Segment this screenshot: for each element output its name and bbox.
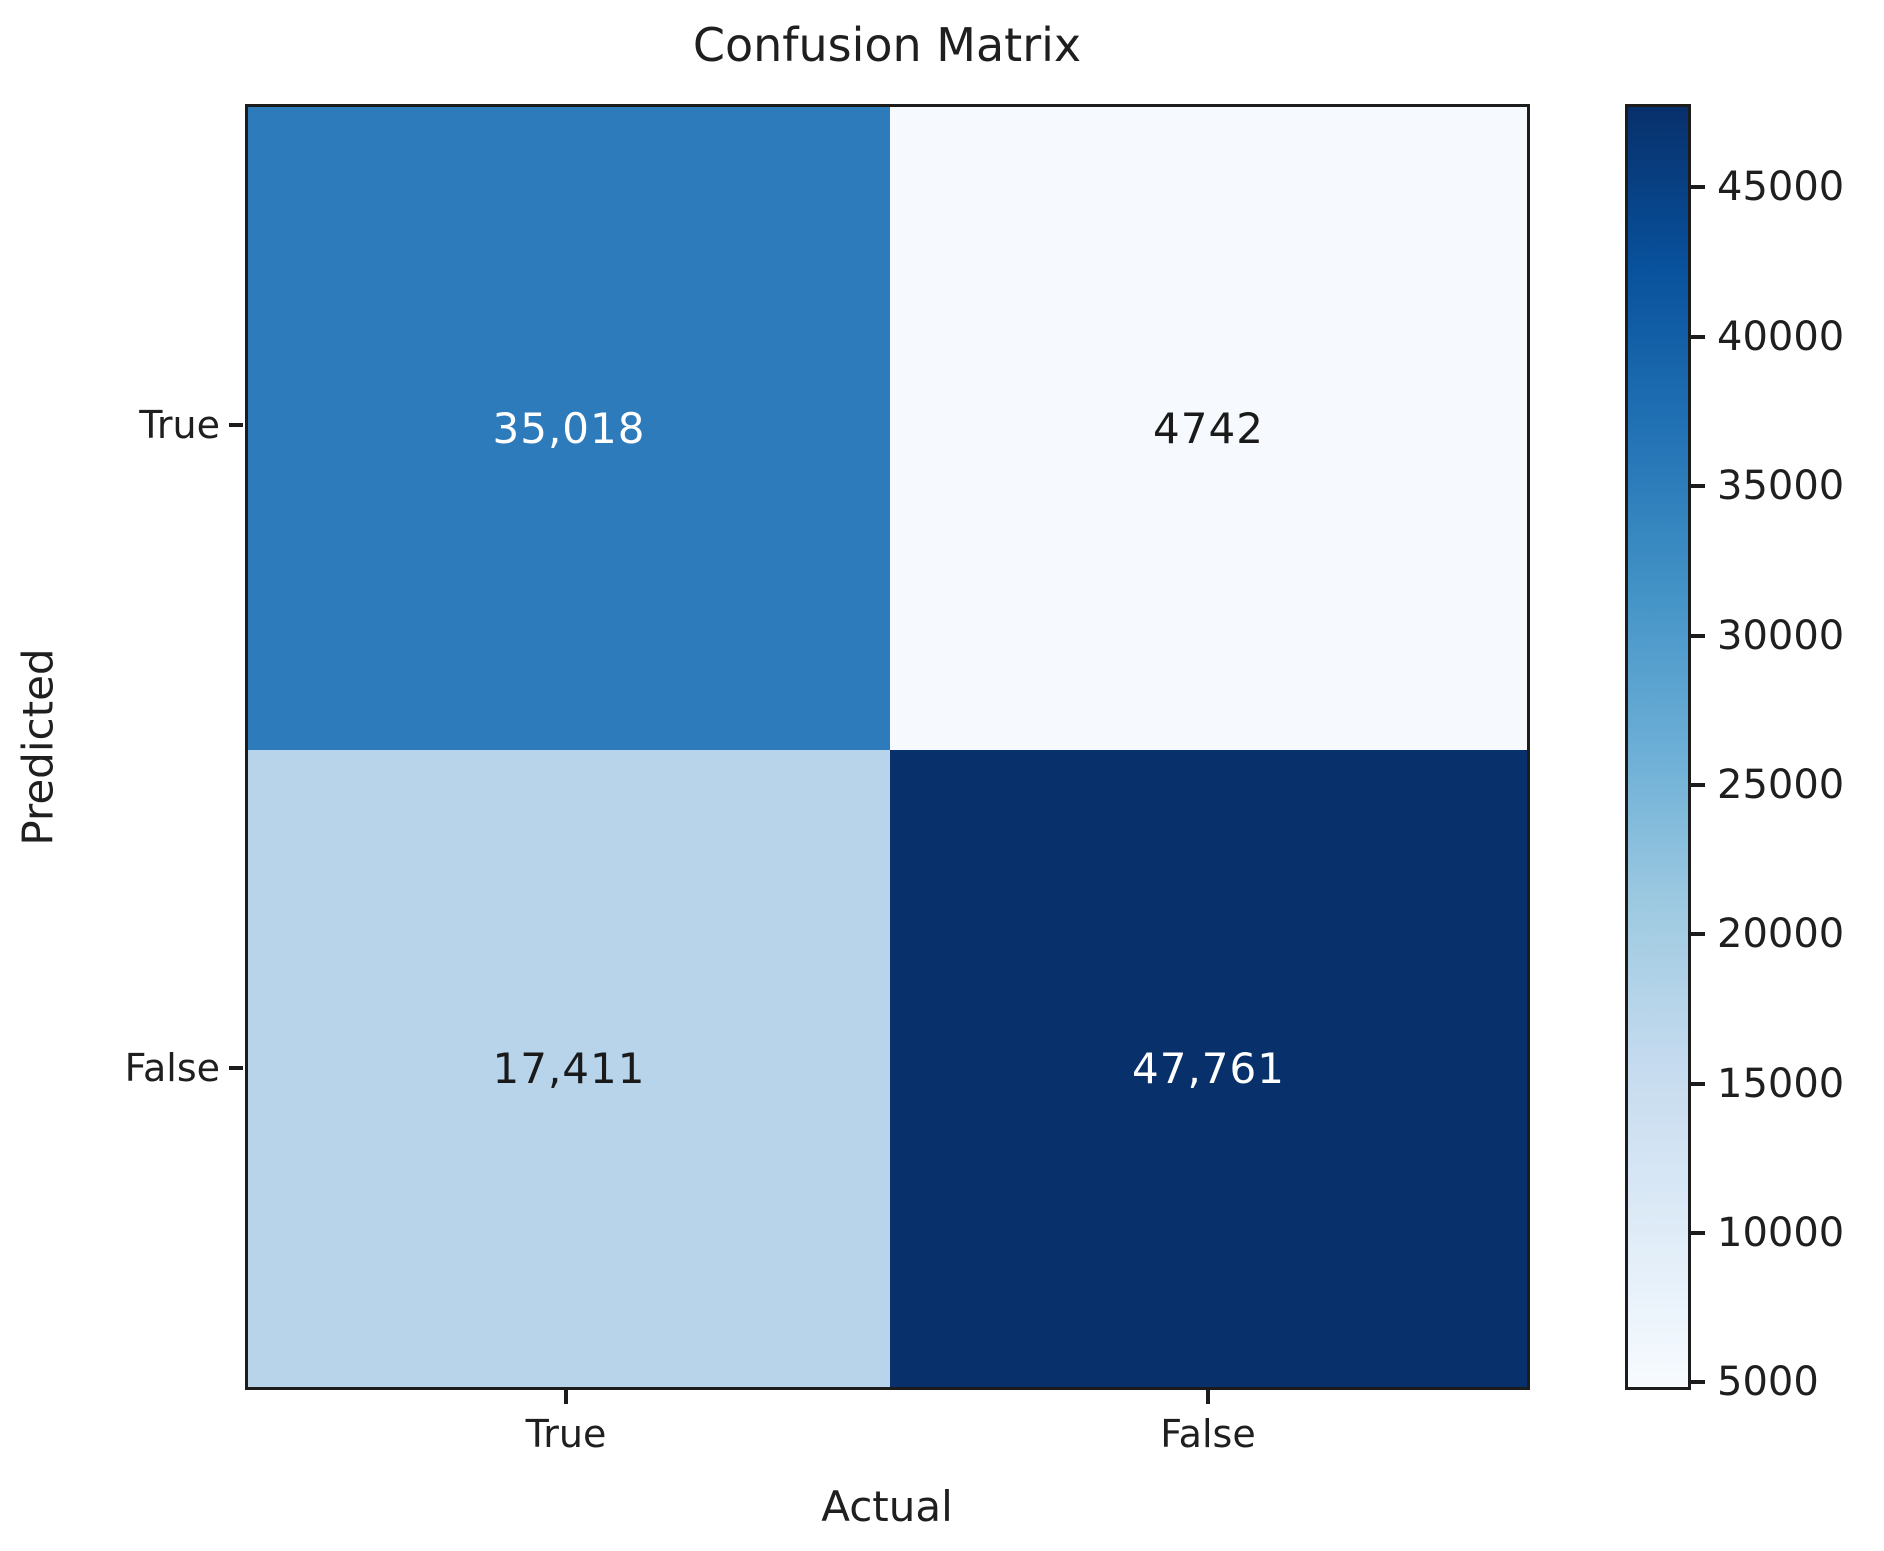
colorbar-tick-mark (1691, 932, 1705, 936)
colorbar-tick-label: 30000 (1717, 613, 1845, 659)
cell-predicted-true-actual-true: 35,018 (248, 107, 890, 750)
y-tick-mark (229, 1066, 243, 1070)
colorbar (1625, 104, 1691, 1390)
colorbar-tick-label: 45000 (1717, 164, 1845, 210)
x-tick-mark (1206, 1390, 1210, 1404)
y-tick-label-true: True (139, 403, 220, 447)
cell-value: 4742 (1153, 404, 1264, 453)
colorbar-tick-mark (1691, 185, 1705, 189)
chart-title: Confusion Matrix (692, 18, 1082, 72)
colorbar-tick-label: 10000 (1717, 1210, 1845, 1256)
y-tick-mark (229, 423, 243, 427)
cell-predicted-false-actual-false: 47,761 (890, 750, 1527, 1387)
colorbar-tick-mark (1691, 335, 1705, 339)
colorbar-tick-mark (1691, 1082, 1705, 1086)
colorbar-tick-label: 20000 (1717, 911, 1845, 957)
colorbar-tick-label: 35000 (1717, 463, 1845, 509)
colorbar-tick-mark (1691, 783, 1705, 787)
colorbar-tick-mark (1691, 634, 1705, 638)
y-tick-label-false: False (124, 1046, 220, 1090)
x-tick-label-false: False (1160, 1412, 1256, 1456)
colorbar-tick-label: 40000 (1717, 314, 1845, 360)
colorbar-tick-mark (1691, 1380, 1705, 1384)
x-axis-label: Actual (821, 1482, 953, 1531)
cell-value: 47,761 (1132, 1044, 1285, 1093)
colorbar-tick-label: 15000 (1717, 1061, 1845, 1107)
colorbar-tick-mark (1691, 484, 1705, 488)
heatmap-plot-area: 35,018 4742 17,411 47,761 (245, 104, 1530, 1390)
cell-value: 17,411 (492, 1044, 646, 1093)
y-axis-label: Predicted (13, 648, 63, 846)
cell-predicted-false-actual-true: 17,411 (248, 750, 890, 1387)
cell-predicted-true-actual-false: 4742 (890, 107, 1527, 750)
colorbar-tick-mark (1691, 1231, 1705, 1235)
cell-value: 35,018 (492, 404, 646, 453)
colorbar-tick-label: 25000 (1717, 762, 1845, 808)
x-tick-label-true: True (525, 1412, 607, 1456)
colorbar-tick-label: 5000 (1717, 1359, 1819, 1405)
x-tick-mark (564, 1390, 568, 1404)
